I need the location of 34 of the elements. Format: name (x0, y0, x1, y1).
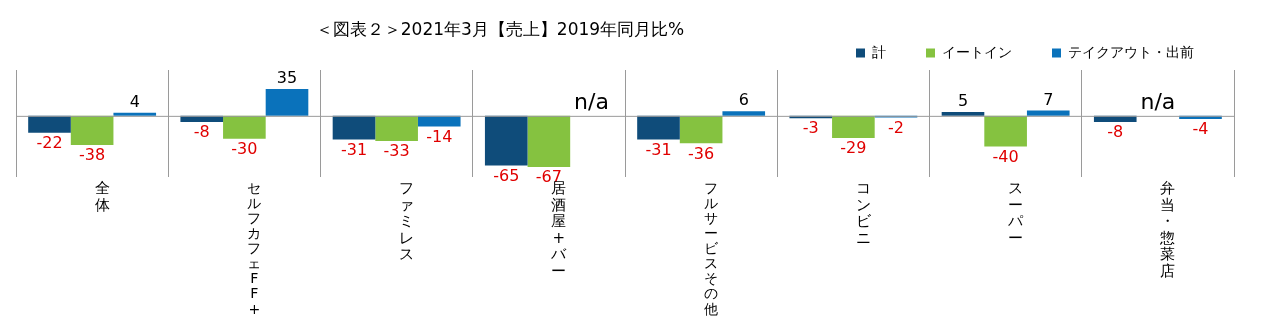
data-label: 6 (738, 90, 749, 110)
data-label: -8 (193, 122, 210, 142)
chart-title: ＜図表２＞2021年3月【売上】2019年同月比% (314, 18, 686, 41)
data-label: -29 (840, 138, 867, 158)
data-label: -65 (493, 165, 520, 185)
data-label: 4 (129, 91, 140, 111)
x-tick-label: ファミレス (399, 179, 415, 264)
text: n/a (574, 88, 609, 114)
category-label: フルサービスその他 (704, 179, 719, 317)
data-label: -30 (231, 138, 258, 158)
data-label: -33 (383, 141, 410, 161)
data-label: -36 (688, 143, 715, 163)
legend-label: イートイン (942, 43, 1012, 60)
x-tick-label: 弁当・惣菜店 (1159, 179, 1176, 280)
data-label: -22 (36, 132, 63, 152)
x-tick-label: スーパー (1007, 179, 1025, 247)
data-label: 35 (276, 68, 298, 88)
legend-label: 計 (872, 43, 886, 60)
data-label: -4 (1192, 119, 1209, 139)
data-label: 7 (1043, 89, 1054, 109)
data-label: -3 (802, 118, 819, 138)
data-label: 5 (957, 91, 969, 111)
data-label: -38 (79, 145, 106, 165)
data-label: -14 (426, 126, 453, 146)
category-label: セルフカフェFF+ (247, 179, 262, 317)
legend-label: テイクアウト・出前 (1068, 43, 1194, 60)
data-label: -31 (340, 139, 368, 159)
data-label: -2 (888, 117, 904, 137)
data-label: -31 (645, 139, 672, 159)
x-tick-label: 全体 (94, 179, 110, 214)
x-tick-label: コンビニ (855, 179, 872, 247)
data-label: -8 (1107, 122, 1124, 142)
data-label: -40 (992, 146, 1019, 166)
text: n/a (1140, 88, 1176, 114)
